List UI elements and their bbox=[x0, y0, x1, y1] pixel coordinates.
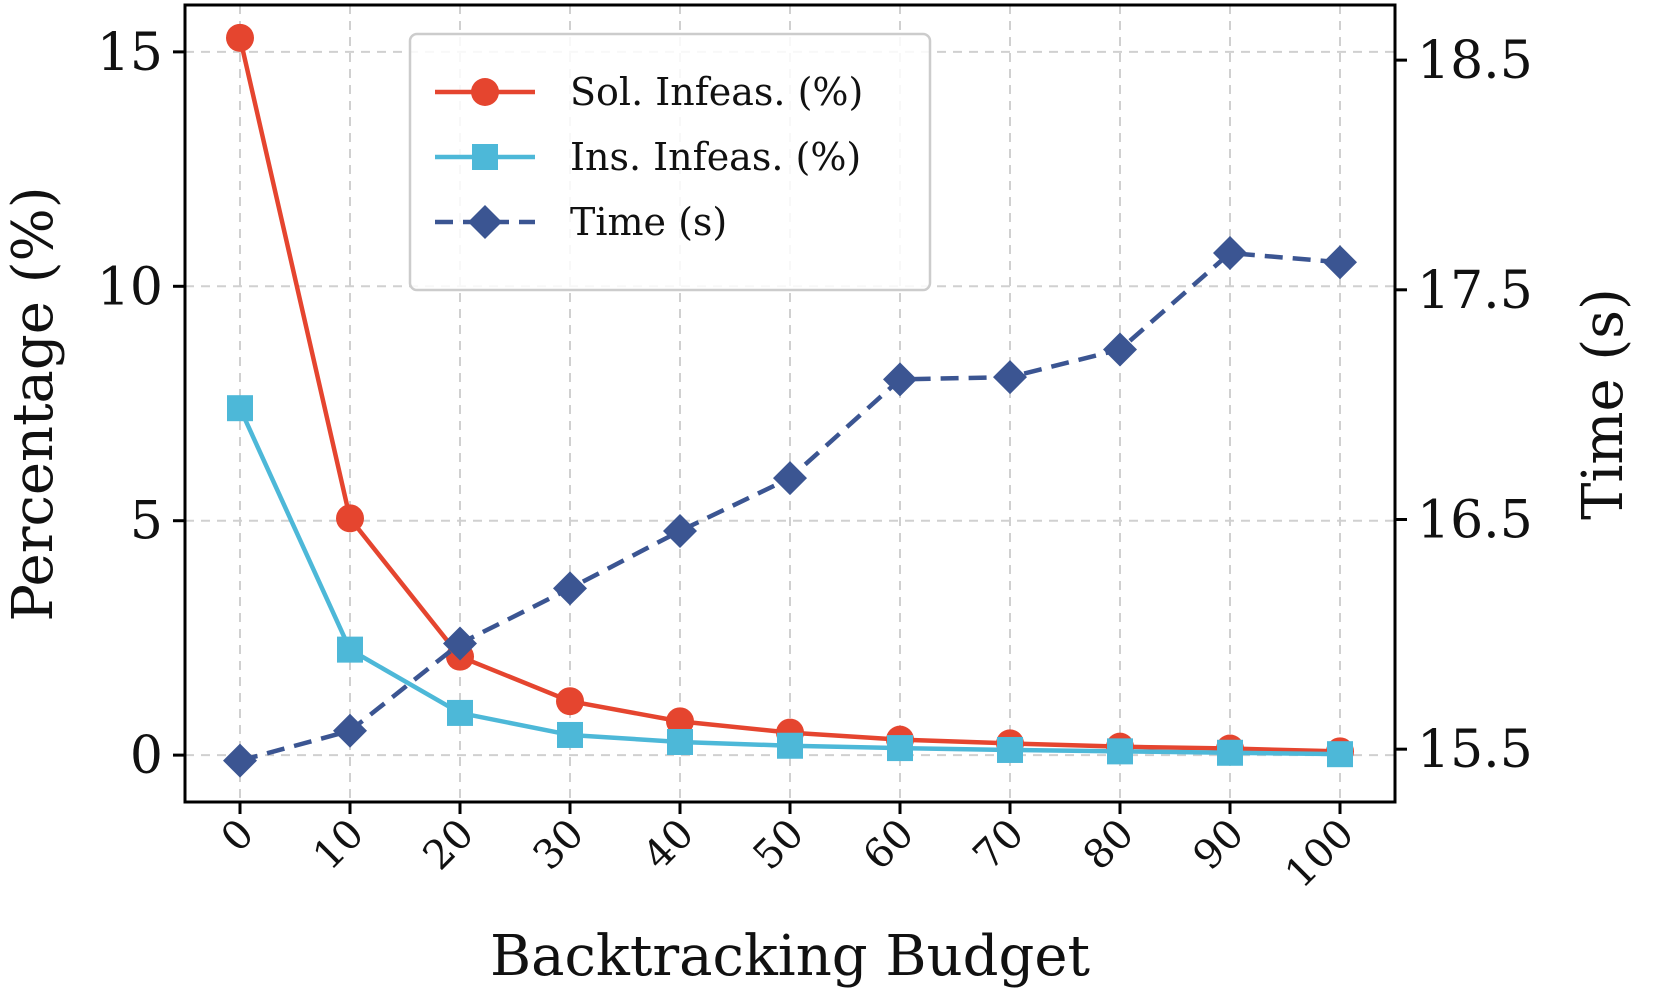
x-tick-label: 50 bbox=[745, 811, 814, 880]
y2-tick-label: 15.5 bbox=[1417, 720, 1533, 780]
x-tick-label: 20 bbox=[415, 811, 484, 880]
legend-marker-circle bbox=[471, 78, 499, 106]
data-point-diamond bbox=[1103, 332, 1137, 367]
data-point-square bbox=[887, 735, 913, 762]
data-point-square bbox=[557, 721, 583, 748]
data-point-diamond bbox=[883, 362, 917, 397]
series-layer bbox=[223, 23, 1357, 778]
legend-label: Time (s) bbox=[570, 200, 727, 244]
y-tick-label: 5 bbox=[130, 492, 163, 552]
data-point-square bbox=[777, 732, 803, 759]
x-tick-label: 30 bbox=[525, 811, 594, 880]
y-axis-label: Percentage (%) bbox=[1, 186, 66, 621]
y-tick-label: 10 bbox=[97, 257, 163, 317]
x-tick-label: 100 bbox=[1277, 811, 1364, 898]
series-square bbox=[227, 395, 1353, 768]
data-point-square bbox=[447, 699, 473, 726]
legend-label: Sol. Infeas. (%) bbox=[570, 70, 863, 114]
y2-axis-label: Time (s) bbox=[1571, 288, 1636, 520]
data-point-circle bbox=[666, 707, 694, 736]
y2-tick-label: 18.5 bbox=[1417, 31, 1533, 91]
x-tick-label: 70 bbox=[965, 811, 1034, 880]
data-point-square bbox=[667, 728, 693, 755]
x-tick-label: 40 bbox=[635, 811, 704, 880]
data-point-diamond bbox=[663, 513, 697, 548]
data-point-diamond bbox=[993, 360, 1027, 395]
data-point-square bbox=[1107, 738, 1133, 765]
data-point-square bbox=[337, 636, 363, 663]
y2-tick-label: 17.5 bbox=[1417, 261, 1533, 321]
data-point-diamond bbox=[333, 713, 367, 748]
x-tick-label: 0 bbox=[213, 811, 264, 862]
data-point-square bbox=[997, 736, 1023, 763]
legend-label: Ins. Infeas. (%) bbox=[570, 135, 861, 179]
data-point-diamond bbox=[1213, 236, 1247, 271]
data-point-square bbox=[1327, 741, 1353, 768]
data-point-square bbox=[1217, 739, 1243, 766]
data-point-diamond bbox=[1323, 245, 1357, 280]
y-tick-label: 15 bbox=[97, 23, 163, 83]
data-point-diamond bbox=[443, 626, 477, 661]
data-point-diamond bbox=[223, 743, 257, 778]
data-point-square bbox=[227, 395, 253, 422]
y-tick-label: 0 bbox=[130, 726, 163, 786]
data-point-circle bbox=[226, 23, 254, 52]
legend: Sol. Infeas. (%) Ins. Infeas. (%) Time (s) bbox=[408, 32, 932, 292]
x-tick-label: 90 bbox=[1185, 811, 1254, 880]
x-tick-label: 60 bbox=[855, 811, 924, 880]
series-diamond bbox=[223, 236, 1357, 778]
legend-marker-diamond bbox=[468, 205, 502, 239]
legend-frame bbox=[408, 32, 932, 292]
data-point-diamond bbox=[773, 461, 807, 496]
data-point-circle bbox=[556, 687, 584, 716]
y2-tick-label: 16.5 bbox=[1417, 490, 1533, 550]
x-axis-label: Backtracking Budget bbox=[490, 924, 1090, 989]
x-tick-label: 10 bbox=[305, 811, 374, 880]
data-point-circle bbox=[336, 504, 364, 533]
legend-marker-square bbox=[472, 144, 498, 170]
data-point-diamond bbox=[553, 571, 587, 606]
x-tick-label: 80 bbox=[1075, 811, 1144, 880]
